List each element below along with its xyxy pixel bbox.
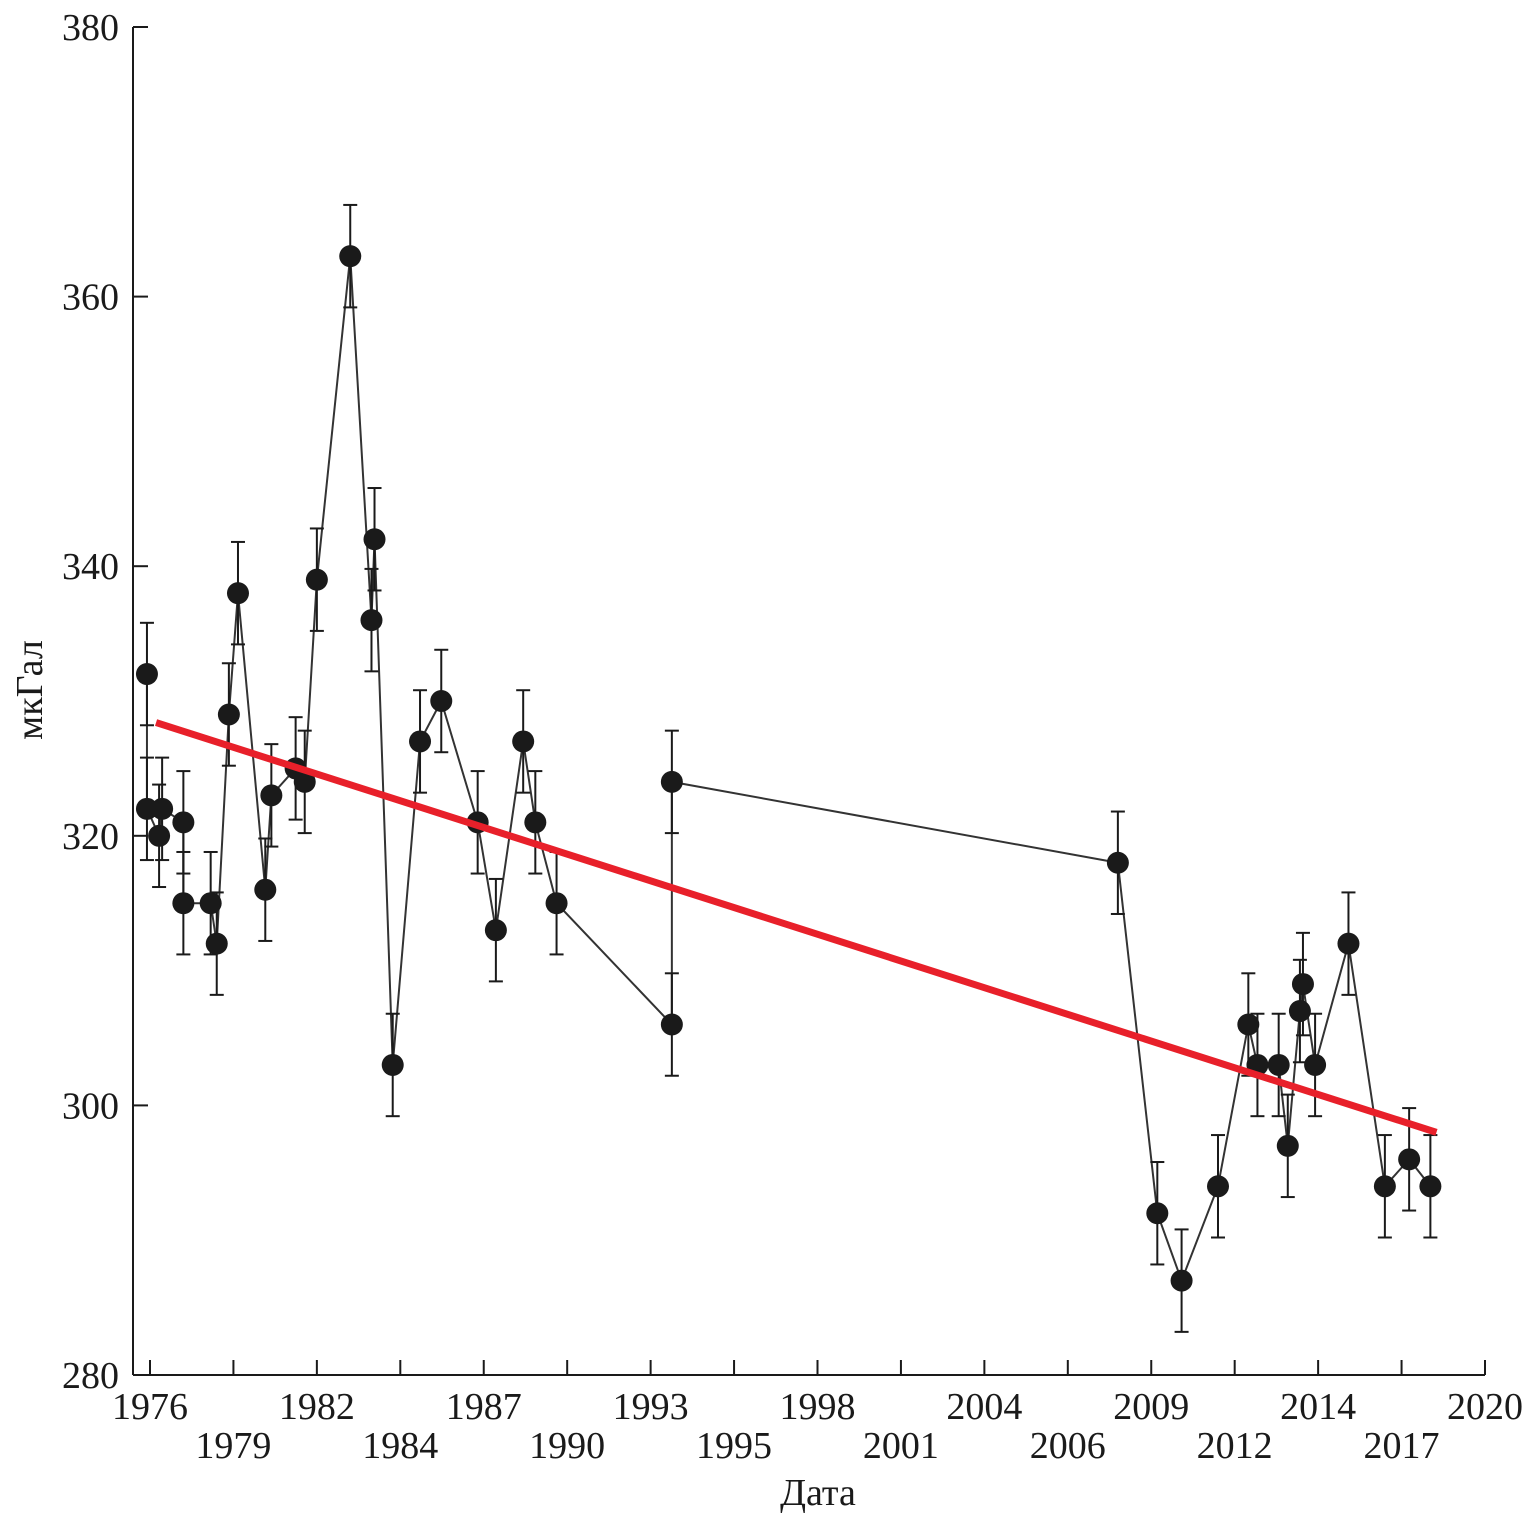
data-point bbox=[172, 892, 195, 915]
data-point bbox=[1170, 1269, 1193, 1292]
x-tick-label: 2017 bbox=[1364, 1425, 1440, 1467]
data-point bbox=[484, 919, 507, 942]
x-tick-label: 1987 bbox=[446, 1386, 522, 1428]
data-point bbox=[305, 568, 328, 591]
data-point bbox=[226, 582, 249, 605]
data-point bbox=[660, 770, 683, 793]
data-line bbox=[145, 256, 1432, 1284]
x-tick-label: 2004 bbox=[946, 1386, 1022, 1428]
x-axis-label: Дата bbox=[780, 1472, 856, 1514]
x-tick-label: 2014 bbox=[1280, 1386, 1356, 1428]
data-point bbox=[1291, 973, 1314, 996]
x-tick-label: 2020 bbox=[1447, 1386, 1523, 1428]
x-tick-label: 1998 bbox=[779, 1386, 855, 1428]
data-point bbox=[151, 797, 174, 820]
data-point bbox=[135, 663, 158, 686]
data-point bbox=[339, 245, 362, 268]
x-tick-label: 1979 bbox=[195, 1425, 271, 1467]
data-point bbox=[1398, 1148, 1421, 1171]
data-point bbox=[430, 690, 453, 712]
data-point bbox=[1267, 1053, 1290, 1076]
data-point bbox=[409, 730, 432, 753]
y-tick-label: 360 bbox=[62, 277, 119, 319]
y-tick-label: 340 bbox=[62, 546, 119, 588]
data-point bbox=[363, 528, 386, 551]
data-point bbox=[1106, 851, 1129, 874]
data-point bbox=[1206, 1175, 1229, 1198]
data-point bbox=[217, 703, 240, 726]
data-point bbox=[381, 1053, 404, 1076]
data-point bbox=[254, 878, 277, 901]
data-point bbox=[512, 730, 535, 753]
y-tick-label: 380 bbox=[62, 7, 119, 49]
data-point bbox=[1419, 1175, 1442, 1198]
data-point bbox=[1237, 1013, 1260, 1036]
trend-line bbox=[154, 719, 1438, 1136]
data-point bbox=[1373, 1175, 1396, 1198]
data-point bbox=[293, 770, 316, 793]
data-point bbox=[360, 609, 383, 632]
axes: 2803003203403603801976197919821984198719… bbox=[62, 7, 1523, 1467]
y-tick-label: 300 bbox=[62, 1085, 119, 1127]
data-point bbox=[148, 824, 171, 847]
data-point bbox=[199, 892, 222, 915]
data-point bbox=[172, 811, 195, 834]
data-point bbox=[1337, 932, 1360, 955]
data-point bbox=[524, 811, 547, 834]
data-point bbox=[660, 1013, 683, 1036]
data-point bbox=[1288, 1000, 1311, 1023]
series bbox=[135, 203, 1442, 1333]
data-point bbox=[545, 892, 568, 915]
x-tick-label: 1976 bbox=[112, 1386, 188, 1428]
data-point bbox=[1146, 1202, 1169, 1225]
y-axis-label: мкГал bbox=[9, 640, 51, 740]
data-point bbox=[135, 797, 158, 820]
x-tick-label: 1995 bbox=[696, 1425, 772, 1467]
y-tick-label: 280 bbox=[62, 1355, 119, 1397]
x-tick-label: 1982 bbox=[279, 1386, 355, 1428]
data-point bbox=[1304, 1053, 1327, 1076]
x-tick-label: 2009 bbox=[1113, 1386, 1189, 1428]
x-tick-label: 1984 bbox=[362, 1425, 438, 1467]
x-tick-label: 2006 bbox=[1030, 1425, 1106, 1467]
x-tick-label: 2001 bbox=[863, 1425, 939, 1467]
data-point bbox=[260, 784, 283, 807]
x-tick-label: 2012 bbox=[1197, 1425, 1273, 1467]
x-tick-label: 1990 bbox=[529, 1425, 605, 1467]
data-point bbox=[1276, 1134, 1299, 1157]
y-tick-label: 320 bbox=[62, 816, 119, 858]
x-tick-label: 1993 bbox=[613, 1386, 689, 1428]
data-point bbox=[205, 932, 228, 955]
